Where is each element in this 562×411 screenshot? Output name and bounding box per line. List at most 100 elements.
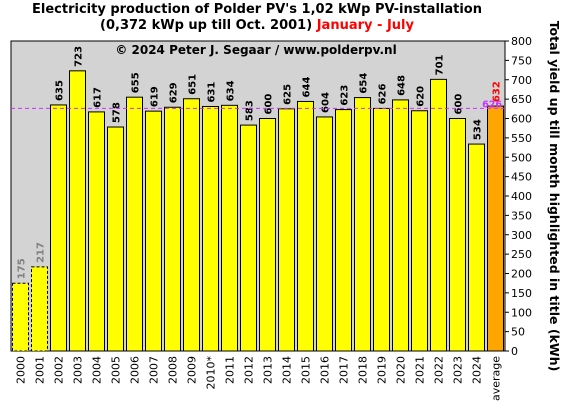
chart-title-period: January - July bbox=[316, 18, 414, 33]
y-tick-label: 650 bbox=[511, 93, 532, 106]
x-tick-label: 2002 bbox=[53, 356, 66, 384]
y-tick-label: 700 bbox=[511, 74, 532, 87]
value-label-2009: 651 bbox=[188, 74, 199, 95]
value-label-2022: 701 bbox=[435, 54, 446, 75]
x-tick-label: 2022 bbox=[433, 356, 446, 384]
x-tick-label: 2005 bbox=[110, 356, 123, 384]
y-tick-label: 550 bbox=[511, 132, 532, 145]
value-label-2004: 617 bbox=[93, 87, 104, 108]
value-label-2007: 619 bbox=[150, 86, 161, 107]
bar-2001 bbox=[31, 266, 48, 352]
reference-line-layer: 626 bbox=[11, 99, 505, 110]
value-label-2014: 625 bbox=[283, 84, 294, 105]
y-tick-label: 100 bbox=[511, 306, 532, 319]
y-tick-label: 750 bbox=[511, 54, 532, 67]
bar-2003 bbox=[69, 70, 86, 352]
bar-average bbox=[487, 105, 504, 352]
x-tick-label: 2006 bbox=[129, 356, 142, 384]
bar-2012 bbox=[240, 124, 257, 352]
x-tick-label: 2024 bbox=[471, 356, 484, 384]
bar-2018 bbox=[354, 97, 371, 352]
bar-2011 bbox=[221, 104, 238, 352]
bars-layer: 175 217 635 723 617 578 655 619 629 651 631 634 583 6… bbox=[12, 46, 504, 352]
x-tick-label: 2000 bbox=[15, 356, 28, 384]
x-tick-label: average bbox=[490, 356, 503, 401]
value-label-2017: 623 bbox=[340, 85, 351, 106]
value-label-2023: 600 bbox=[454, 94, 465, 115]
y-tick-label: 400 bbox=[511, 190, 532, 203]
value-label-2013: 600 bbox=[264, 94, 275, 115]
reference-line-label: 626 bbox=[482, 99, 502, 110]
value-label-2003: 723 bbox=[74, 46, 85, 67]
value-label-2006: 655 bbox=[131, 72, 142, 93]
x-tick-label: 2021 bbox=[414, 356, 427, 384]
value-label-2005: 578 bbox=[112, 102, 123, 123]
bar-2008 bbox=[164, 106, 181, 352]
x-tick-label: 2020 bbox=[395, 356, 408, 384]
bar-2005 bbox=[107, 126, 124, 352]
y-tick-label: 350 bbox=[511, 209, 532, 222]
y-axis: 0 50 100 150 200 250 300 350 400 450 500 550 600 650 7… bbox=[505, 35, 532, 358]
bar-2015 bbox=[297, 100, 314, 352]
y-tick-label: 0 bbox=[511, 345, 518, 358]
bar-2022 bbox=[430, 78, 447, 352]
x-tick-label: 2017 bbox=[338, 356, 351, 384]
value-label-2016: 604 bbox=[321, 92, 332, 113]
bar-2020 bbox=[392, 99, 409, 352]
x-tick-label: 2023 bbox=[452, 356, 465, 384]
y-tick-label: 450 bbox=[511, 171, 532, 184]
x-tick-label: 2015 bbox=[300, 356, 313, 384]
value-label-2008: 629 bbox=[169, 82, 180, 103]
x-tick-label: 2004 bbox=[91, 356, 104, 384]
value-label-2002: 635 bbox=[55, 80, 66, 101]
copyright-text: © 2024 Peter J. Segaar / www.polderpv.nl bbox=[115, 43, 396, 57]
chart-title: Electricity production of Polder PV's 1,… bbox=[0, 2, 514, 34]
bar-2017 bbox=[335, 109, 352, 352]
bar-2019 bbox=[373, 107, 390, 352]
value-label-2024: 534 bbox=[473, 119, 484, 140]
bar-2000 bbox=[12, 282, 29, 352]
x-tick-label: 2008 bbox=[167, 356, 180, 384]
value-label-2001: 217 bbox=[36, 242, 47, 263]
x-tick-label: 2012 bbox=[243, 356, 256, 384]
chart-title-line1: Electricity production of Polder PV's 1,… bbox=[32, 2, 482, 17]
value-label-2015: 644 bbox=[302, 77, 313, 98]
y-axis-label: Total yield up till month highlighted in… bbox=[547, 21, 562, 372]
value-label-2021: 620 bbox=[416, 86, 427, 107]
y-tick-label: 600 bbox=[511, 113, 532, 126]
bar-2002 bbox=[50, 104, 67, 352]
x-tick-label: 2014 bbox=[281, 356, 294, 384]
x-tick-label: 2018 bbox=[357, 356, 370, 384]
value-label-2012: 583 bbox=[245, 100, 256, 121]
bar-2021 bbox=[411, 110, 428, 352]
value-label-2000: 175 bbox=[17, 258, 28, 279]
y-tick-label: 150 bbox=[511, 287, 532, 300]
x-tick-label: 2007 bbox=[148, 356, 161, 384]
value-label-average: 632 bbox=[492, 81, 503, 102]
chart-title-subtitle: (0,372 kWp up till Oct. 2001) bbox=[100, 18, 313, 33]
x-tick-label: 2009 bbox=[186, 356, 199, 384]
value-label-2020: 648 bbox=[397, 75, 408, 96]
x-tick-label: 2010* bbox=[205, 356, 218, 390]
bar-2007 bbox=[145, 110, 162, 352]
x-tick-label: 2013 bbox=[262, 356, 275, 384]
x-tick-label: 2019 bbox=[376, 356, 389, 384]
bar-2023 bbox=[449, 118, 466, 352]
x-tick-label: 2003 bbox=[72, 356, 85, 384]
bar-2013 bbox=[259, 118, 276, 352]
x-tick-label: 2011 bbox=[224, 356, 237, 384]
bar-2014 bbox=[278, 108, 295, 352]
bar-2006 bbox=[126, 96, 143, 352]
x-tick-label: 2016 bbox=[319, 356, 332, 384]
chart-title-line2: (0,372 kWp up till Oct. 2001) January - … bbox=[0, 18, 514, 34]
bar-2016 bbox=[316, 116, 333, 352]
x-tick-label: 2001 bbox=[34, 356, 47, 384]
y-tick-label: 500 bbox=[511, 151, 532, 164]
bar-2024 bbox=[468, 143, 485, 352]
value-label-2018: 654 bbox=[359, 73, 370, 94]
bar-2004 bbox=[88, 111, 105, 352]
x-axis: 2000 2001 2002 2003 2004 2005 2006 2007 2008 2009… bbox=[15, 356, 503, 402]
y-tick-label: 250 bbox=[511, 248, 532, 261]
y-tick-label: 800 bbox=[511, 35, 532, 48]
